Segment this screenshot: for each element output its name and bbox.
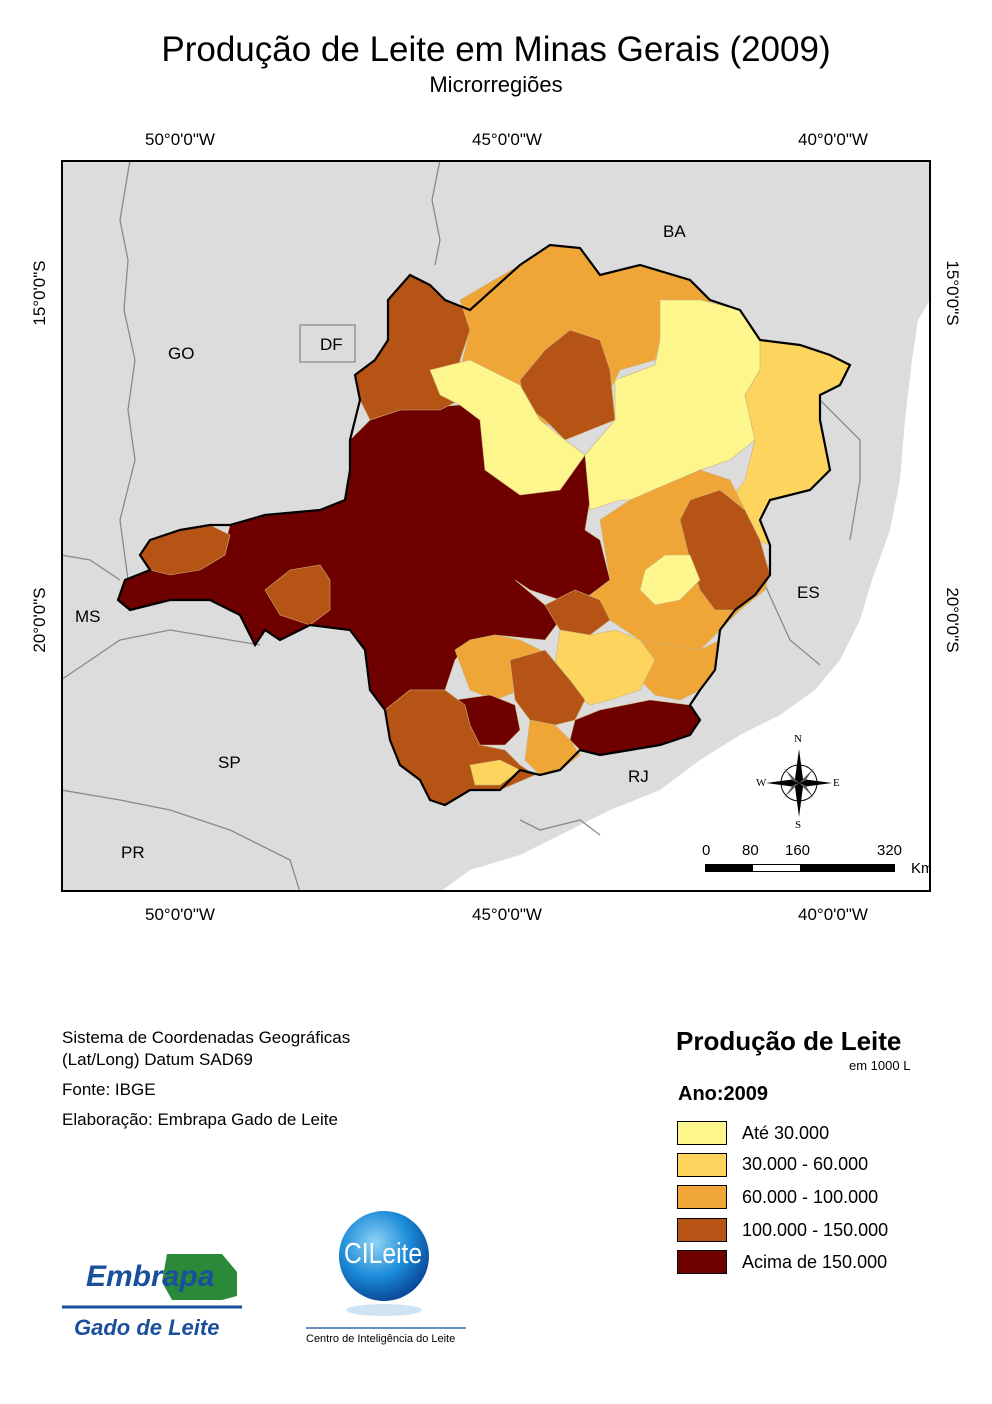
legend-swatch-5 <box>677 1250 727 1274</box>
legend-label-3: 60.000 - 100.000 <box>742 1187 879 1207</box>
note-coord-system-1: Sistema de Coordenadas Geográficas <box>62 1028 351 1047</box>
cileite-logo-name: CILeite <box>344 1238 423 1270</box>
region-darkred-southeast <box>569 699 701 756</box>
scale-tick-160: 160 <box>785 842 811 859</box>
mg-regions <box>117 244 851 806</box>
scale-tick-80: 80 <box>742 842 759 859</box>
note-source: Fonte: IBGE <box>62 1080 156 1099</box>
region-brown-triangle-center <box>264 564 331 626</box>
cileite-logo: CILeite Centro de Inteligência do Leite <box>300 1210 470 1350</box>
mg-outline <box>116 243 852 807</box>
map-frame: BA GO DF MS ES SP RJ PR N S W E 0 80 160… <box>61 160 931 892</box>
border-sp-pr <box>63 789 301 890</box>
embrapa-logo-name: Embrapa <box>86 1260 215 1293</box>
scale-seg-1 <box>706 865 753 871</box>
region-lightyellow-east-small <box>639 554 701 606</box>
lon-label-bottom-50: 50°0'0"W <box>145 905 215 924</box>
scale-seg-3 <box>800 865 895 871</box>
lon-label-top-50: 50°0'0"W <box>145 130 215 149</box>
legend-swatch-2 <box>677 1153 727 1177</box>
scale-tick-320: 320 <box>877 842 903 859</box>
border-sp-rj <box>519 819 601 836</box>
ocean <box>442 301 929 890</box>
border-es-rj <box>764 584 821 666</box>
embrapa-logo-graphic <box>62 1254 242 1309</box>
state-label-rj: RJ <box>628 767 649 786</box>
map-notes: Sistema de Coordenadas Geográficas (Lat/… <box>62 1027 350 1131</box>
region-yellow-north <box>429 359 586 496</box>
border-df <box>299 324 356 363</box>
state-label-ba: BA <box>663 222 686 241</box>
compass-w: W <box>756 777 767 789</box>
region-orange-south <box>524 719 581 776</box>
lon-label-bottom-40: 40°0'0"W <box>798 905 868 924</box>
lat-label-right-20: 20°0'0"S <box>943 587 962 653</box>
lat-label-left-20: 20°0'0"S <box>30 587 49 653</box>
legend-swatch-1 <box>677 1121 727 1145</box>
embrapa-logo-sub: Gado de Leite <box>74 1315 220 1340</box>
cileite-logo-sub: Centro de Inteligência do Leite <box>306 1333 456 1345</box>
border-ms-go <box>63 554 121 581</box>
state-label-go: GO <box>168 344 195 363</box>
border-ba-es <box>819 399 861 541</box>
legend-label-5: Acima de 150.000 <box>742 1252 888 1272</box>
state-label-sp: SP <box>218 753 241 772</box>
legend-swatch-4 <box>677 1218 727 1242</box>
legend-label-1: Até 30.000 <box>742 1123 830 1143</box>
state-borders <box>63 162 861 890</box>
state-label-ms: MS <box>75 607 101 626</box>
map-canvas <box>63 162 929 890</box>
lat-label-left-15: 15°0'0"S <box>30 260 49 326</box>
legend-label-2: 30.000 - 60.000 <box>742 1154 869 1174</box>
legend-title: Produção de Leite <box>676 1026 902 1056</box>
scale-bar-body <box>705 864 895 872</box>
state-label-pr: PR <box>121 843 145 862</box>
compass-n: N <box>794 733 802 745</box>
scale-unit: Km <box>911 860 929 877</box>
map-subtitle: Microrregiões <box>429 72 563 97</box>
legend-label-4: 100.000 - 150.000 <box>742 1220 889 1240</box>
scale-tick-0: 0 <box>702 842 711 859</box>
compass-e: E <box>833 777 840 789</box>
legend-swatch-3 <box>677 1185 727 1209</box>
scale-bar: 0 80 160 320 Km <box>695 842 929 878</box>
border-ms-sp <box>63 629 261 680</box>
cileite-logo-graphic <box>306 1211 466 1329</box>
lon-label-top-45: 45°0'0"W <box>472 130 542 149</box>
border-go-ba <box>119 162 136 581</box>
lat-label-right-15: 15°0'0"S <box>943 260 962 326</box>
region-lightyellow-south <box>469 759 521 786</box>
lon-label-top-40: 40°0'0"W <box>798 130 868 149</box>
legend-year: Ano:2009 <box>678 1083 769 1105</box>
border-go-ba-2 <box>431 162 441 266</box>
state-label-es: ES <box>797 583 820 602</box>
compass-icon <box>766 749 832 817</box>
embrapa-logo: Embrapa Gado de Leite <box>62 1252 242 1344</box>
region-orange-southeast <box>639 639 721 701</box>
legend-unit: em 1000 L <box>849 1058 911 1073</box>
note-author: Elaboração: Embrapa Gado de Leite <box>62 1110 338 1129</box>
state-label-df: DF <box>320 335 343 354</box>
map-title: Produção de Leite em Minas Gerais (2009) <box>161 30 831 69</box>
note-coord-system-2: (Lat/Long) Datum SAD69 <box>62 1050 253 1069</box>
compass-s: S <box>795 819 802 831</box>
lon-label-bottom-45: 45°0'0"W <box>472 905 542 924</box>
compass-rose: N S W E <box>756 733 840 831</box>
